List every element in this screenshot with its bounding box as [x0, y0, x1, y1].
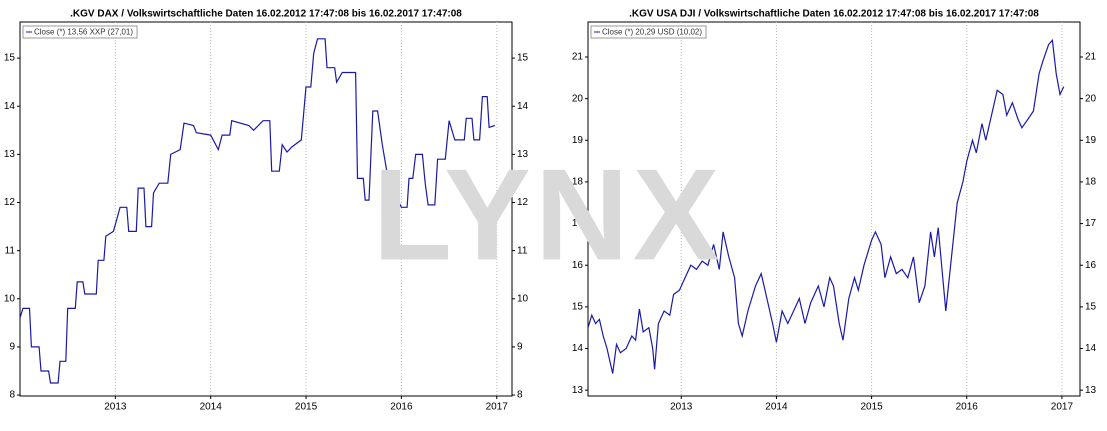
- y-tick-label: 9: [9, 342, 15, 353]
- y-tick-label: 12: [4, 197, 16, 208]
- y-tick-label: 8: [517, 390, 523, 401]
- y-tick-label: 17: [1085, 218, 1097, 229]
- y-tick-label: 9: [517, 342, 523, 353]
- x-tick-label: 2017: [1051, 402, 1074, 413]
- y-tick-label: 11: [517, 245, 528, 256]
- y-tick-label: 15: [1085, 302, 1097, 313]
- y-tick-label: 15: [517, 53, 529, 64]
- x-tick-label: 2015: [860, 402, 883, 413]
- watermark: LYNX: [373, 141, 724, 287]
- x-tick-label: 2013: [104, 402, 127, 413]
- legend-box: [590, 25, 707, 39]
- x-tick-label: 2013: [670, 402, 693, 413]
- x-tick-label: 2015: [295, 402, 318, 413]
- y-tick-label: 8: [9, 390, 15, 401]
- data-line: [19, 38, 495, 384]
- x-tick-label: 2014: [200, 402, 223, 413]
- y-tick-label: 15: [572, 302, 584, 313]
- y-tick-label: 21: [572, 52, 584, 63]
- y-tick-label: 12: [517, 197, 529, 208]
- y-tick-label: 13: [4, 149, 16, 160]
- y-tick-label: 16: [1085, 260, 1097, 271]
- y-tick-label: 20: [572, 93, 584, 104]
- y-tick-label: 10: [4, 293, 16, 304]
- chart-title: .KGV DAX / Volkswirtschaftliche Daten 16…: [70, 9, 462, 20]
- y-tick-label: 13: [572, 385, 584, 396]
- x-tick-label: 2016: [956, 402, 979, 413]
- x-tick-label: 2016: [390, 402, 413, 413]
- x-tick-label: 2014: [765, 402, 788, 413]
- plot-area: [587, 21, 1081, 397]
- y-tick-label: 15: [4, 53, 16, 64]
- legend-label: Close (*) 13,56 XXP (27,01): [34, 28, 133, 37]
- data-line: [587, 38, 1065, 374]
- plot-area: [19, 21, 513, 397]
- y-tick-label: 19: [1085, 135, 1097, 146]
- legend-label: Close (*) 20,29 USD (10,02): [602, 28, 702, 37]
- y-tick-label: 11: [5, 245, 16, 256]
- y-tick-label: 18: [1085, 177, 1097, 188]
- y-tick-label: 20: [1085, 93, 1097, 104]
- y-tick-label: 21: [1085, 52, 1097, 63]
- y-tick-label: 14: [572, 343, 584, 354]
- y-tick-label: 14: [4, 101, 16, 112]
- x-tick-label: 2017: [486, 402, 509, 413]
- y-tick-label: 18: [572, 177, 584, 188]
- y-tick-label: 19: [572, 135, 584, 146]
- y-tick-label: 14: [517, 101, 529, 112]
- y-tick-label: 13: [517, 149, 529, 160]
- legend-box: [22, 25, 138, 39]
- y-tick-label: 14: [1085, 343, 1097, 354]
- y-tick-label: 16: [572, 260, 584, 271]
- y-tick-label: 10: [517, 293, 529, 304]
- y-tick-label: 13: [1085, 385, 1097, 396]
- chart-title: .KGV USA DJI / Volkswirtschaftliche Date…: [629, 9, 1039, 20]
- y-tick-label: 17: [572, 218, 584, 229]
